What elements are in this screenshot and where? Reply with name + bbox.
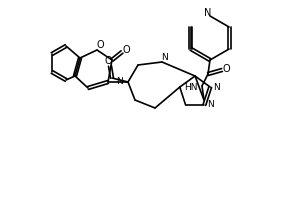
Text: N: N — [116, 77, 123, 86]
Text: O: O — [96, 40, 104, 50]
Text: HN: HN — [184, 82, 198, 92]
Text: N: N — [213, 83, 220, 92]
Text: N: N — [204, 8, 212, 18]
Text: O: O — [104, 56, 112, 66]
Text: O: O — [222, 64, 230, 74]
Text: N: N — [160, 52, 167, 62]
Text: N: N — [207, 100, 214, 109]
Text: O: O — [122, 45, 130, 55]
